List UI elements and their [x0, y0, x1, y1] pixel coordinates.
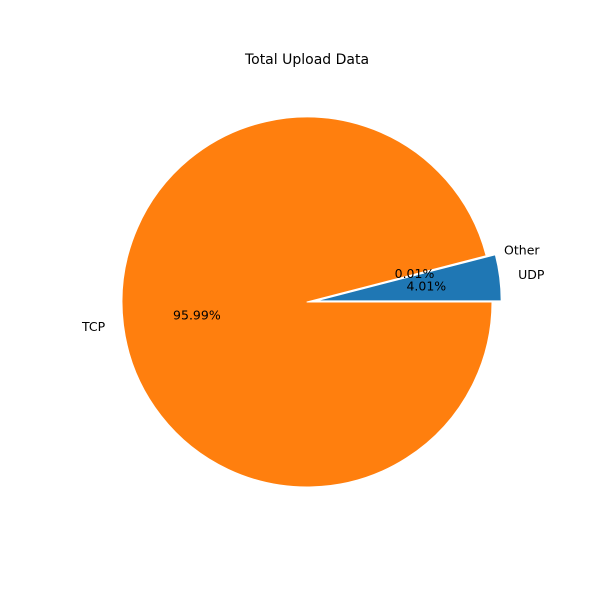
pie-slice-udp: [315, 254, 502, 302]
pie-pct-udp: 4.01%: [406, 278, 446, 293]
pie-slices: [121, 116, 502, 488]
pie-slice-tcp: [121, 116, 493, 488]
pie-pct-other: 0.01%: [395, 266, 435, 281]
pie-label-tcp: TCP: [81, 319, 106, 334]
pie-label-other: Other: [504, 243, 540, 258]
pie-label-udp: UDP: [518, 267, 545, 282]
chart-title: Total Upload Data: [244, 52, 369, 68]
pie-pct-tcp: 95.99%: [173, 307, 221, 322]
pie-labels: UDP 4.01% Other 0.01% TCP 95.99%: [81, 243, 545, 334]
